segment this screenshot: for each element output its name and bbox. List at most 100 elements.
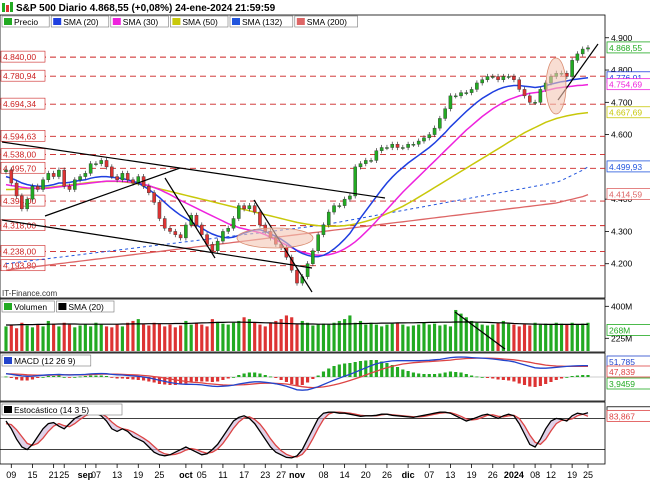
volume-bar — [485, 325, 490, 351]
candle — [231, 215, 236, 231]
candle-body — [517, 79, 521, 90]
candle-body — [528, 95, 532, 103]
macd-histogram-bar — [57, 375, 61, 377]
candle-body — [332, 205, 336, 213]
candle-body — [110, 166, 114, 177]
legend-item: SMA (200) — [294, 15, 358, 28]
legend-label: Estocástico (14 3 5) — [14, 405, 89, 415]
volume-bar — [67, 324, 72, 351]
header: S&P 500 Diario 4.868,55 (+0,08%) 24-ene-… — [0, 0, 650, 15]
volume-bar — [470, 320, 474, 351]
volume-bar — [321, 323, 326, 351]
y-tick-label: 4.600 — [611, 130, 633, 140]
macd-histogram-bar — [549, 377, 553, 382]
macd-histogram-bar — [126, 377, 130, 379]
macd-histogram-bar — [337, 364, 341, 377]
candle-body — [422, 137, 426, 142]
candle — [348, 193, 352, 202]
volume-bar — [533, 322, 537, 351]
macd-value-box: 3,9459 — [606, 377, 650, 390]
candle — [9, 167, 14, 186]
candle-body — [305, 263, 310, 277]
macd-histogram-bar — [274, 377, 278, 378]
trendline-channel-bottom — [1, 219, 313, 269]
candle — [448, 93, 453, 112]
candle — [401, 144, 405, 151]
volume-bar — [221, 323, 225, 351]
volume-bar — [538, 324, 542, 351]
candle-body — [221, 231, 225, 242]
candle-body — [448, 95, 453, 109]
volume-bar — [337, 320, 341, 351]
candle — [379, 144, 384, 154]
legend-item-box — [170, 15, 229, 28]
volume-bar — [184, 320, 188, 351]
legend-swatch — [112, 18, 121, 25]
x-tick-label: 17 — [239, 470, 249, 480]
legend-label: Volumen — [14, 302, 47, 312]
macd-histogram-bar — [581, 375, 585, 377]
x-tick-label: 08 — [530, 470, 540, 480]
candle — [94, 161, 98, 167]
candle — [485, 73, 490, 83]
candle-body — [427, 134, 432, 139]
volume-bar — [126, 322, 130, 351]
macd-histogram-bar — [364, 360, 368, 377]
x-tick-label: 07 — [91, 470, 101, 480]
candle — [120, 170, 125, 183]
legend-item-box — [50, 15, 110, 28]
x-tick-label: 05 — [197, 470, 207, 480]
price-value-box: 4.499,93 — [606, 160, 650, 173]
candle — [152, 190, 156, 205]
price-value-box-box — [606, 106, 650, 119]
price-value-box-label: 4.499,93 — [609, 162, 642, 172]
y-tick-label: 4.200 — [611, 259, 633, 269]
volume-bar — [554, 322, 558, 351]
candle-body — [199, 224, 204, 235]
price-value-box-box — [606, 78, 650, 91]
candle-body — [379, 147, 384, 151]
candle — [369, 157, 373, 164]
candle-body — [575, 53, 580, 61]
volume-bar — [83, 324, 87, 351]
volume-bar — [517, 326, 521, 351]
volume-bar — [237, 320, 241, 351]
candle-body — [35, 186, 40, 190]
candle-body — [385, 147, 389, 149]
macd-histogram-bar — [480, 377, 484, 378]
candle-body — [342, 198, 347, 206]
candle-body — [41, 179, 45, 190]
candle — [157, 199, 162, 222]
volume-bar — [231, 322, 236, 351]
candle — [332, 203, 336, 215]
candle-body — [242, 205, 246, 210]
level-box — [0, 130, 46, 142]
macd-histogram-bar — [115, 377, 119, 379]
legend-item-box — [110, 15, 169, 28]
level-label: 4.694,34 — [3, 99, 36, 109]
volume-bar — [586, 322, 590, 351]
price-value-box-label: 4.776,01 — [609, 73, 642, 83]
macd-histogram-bar — [94, 375, 98, 377]
volume-bar — [41, 326, 45, 351]
volume-bar — [358, 320, 363, 351]
volume-bar — [432, 323, 437, 351]
macd-histogram-bar — [385, 363, 389, 377]
macd-line — [5, 356, 588, 391]
candle — [528, 93, 532, 105]
macd-histogram-bar — [41, 377, 45, 378]
volume-bar — [168, 324, 172, 351]
volume-bar — [438, 325, 442, 351]
price-value-box-label: 4.754,69 — [609, 80, 642, 90]
macd-histogram-bar — [401, 369, 405, 377]
level-label: 4.780,94 — [3, 71, 36, 81]
volume-bar — [20, 322, 24, 351]
legend-item: SMA (50) — [170, 15, 229, 28]
candle-body — [353, 166, 357, 197]
macd-histogram-bar — [411, 372, 415, 377]
volume-bar — [401, 324, 405, 351]
macd-histogram-bar — [374, 360, 378, 377]
candle — [247, 203, 252, 212]
